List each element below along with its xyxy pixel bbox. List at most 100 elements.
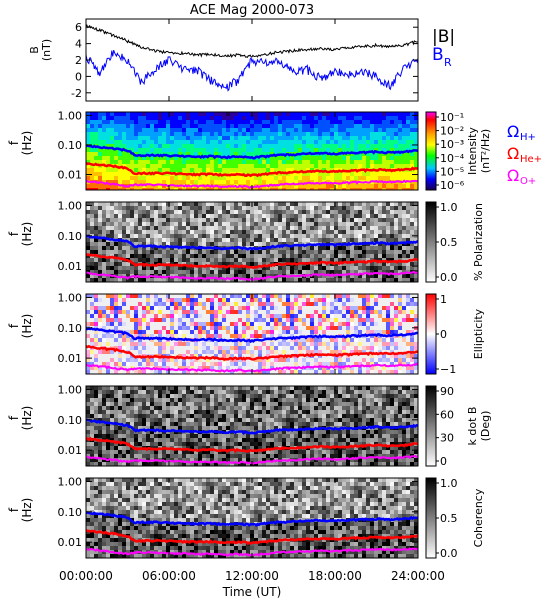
time-tick-label: 00:00:00	[59, 569, 113, 583]
intensity-panel: 1.00 0.10 0.01 f (Hz) 10⁻¹10⁻²10⁻³10⁻⁴10⁻⁵10⁻…	[7, 109, 492, 192]
ellipticity-colorbar-label: Ellipticity	[472, 308, 485, 359]
f-ytick-label: 1.00	[58, 109, 83, 122]
colorbar-tick-label: 0	[440, 455, 447, 468]
ellipticity-colorbar	[425, 293, 437, 375]
f-ytick-label: 0.10	[58, 414, 83, 427]
colorbar-tick-label: 0.5	[440, 236, 458, 249]
coherency-yunit: (Hz)	[20, 498, 34, 523]
polarization-colorbar-label: % Polarization	[472, 203, 485, 281]
colorbar-tick-label: 90	[440, 385, 454, 398]
colorbar-tick-label: −1	[440, 363, 456, 376]
he-plus-gyrofrequency-line	[86, 253, 418, 270]
f-ytick-label: 0.10	[58, 139, 83, 152]
b-ytick-label: -2	[71, 87, 82, 100]
f-ytick-label: 1.00	[58, 199, 83, 212]
colorbar-tick-label: 10⁻⁴	[440, 152, 465, 165]
f-ytick-label: 0.10	[58, 230, 83, 243]
ellipticity-panel: 1.00 0.10 0.01 f (Hz) 1 0 −1 Ellipticity	[7, 291, 485, 376]
f-ytick-label: 0.10	[58, 506, 83, 519]
kdotb-colorbar	[425, 385, 437, 467]
time-tick-label: 24:00:00	[391, 569, 445, 583]
kdotb-spectrogram	[86, 386, 418, 466]
polarization-ylabel: f	[7, 231, 21, 236]
gyro-label-subscript: H+	[520, 132, 536, 143]
h-plus-gyrofrequency-line	[86, 234, 418, 251]
br-series-line	[86, 50, 418, 92]
f-ytick-label: 1.00	[58, 383, 83, 396]
he-plus-gyrofrequency-line	[86, 529, 418, 546]
ellipticity-spectrogram	[86, 294, 418, 374]
ellipticity-ylabel: f	[7, 323, 21, 328]
kdotb-colorbar-unit: (Deg)	[479, 411, 492, 442]
legend-abs-b: |B|	[432, 27, 455, 47]
gyro-label-omega: Ω	[507, 144, 519, 163]
colorbar-tick-label: 30	[440, 432, 454, 445]
kdotb-ylabel: f	[7, 415, 21, 420]
time-axis: Time (UT) 00:00:00 06:00:00 12:00:00 18:00:…	[59, 19, 445, 599]
he-plus-gyrofrequency-line	[86, 161, 418, 178]
f-ytick-label: 0.01	[58, 169, 83, 182]
colorbar-tick-label: 1.0	[440, 477, 458, 490]
he-plus-gyrofrequency-line	[86, 344, 418, 361]
time-tick-label: 06:00:00	[142, 569, 196, 583]
intensity-colorbar-label: Intensity	[466, 127, 479, 175]
kdotb-colorbar-label: k dot B	[466, 407, 479, 446]
gyro-label-subscript: He+	[520, 154, 542, 165]
colorbar-tick-label: 0.0	[440, 547, 458, 560]
kdotb-yunit: (Hz)	[20, 406, 34, 431]
intensity-spectrogram	[86, 112, 418, 190]
f-ytick-label: 0.01	[58, 444, 83, 457]
b-yunit: (nT)	[40, 39, 53, 61]
ellipticity-yunit: (Hz)	[20, 314, 34, 339]
colorbar-tick-label: 0	[440, 328, 447, 341]
colorbar-tick-label: 10⁻⁶	[440, 179, 465, 192]
f-ytick-label: 1.00	[58, 291, 83, 304]
colorbar-tick-label: 10⁻¹	[440, 111, 464, 124]
b-ytick-label: 6	[75, 21, 82, 34]
intensity-ylabel: f	[7, 140, 21, 145]
coherency-ylabel: f	[7, 507, 21, 512]
polarization-spectrogram	[86, 202, 418, 282]
b-ytick-label: 2	[75, 54, 82, 67]
h-plus-gyrofrequency-line	[86, 511, 418, 527]
h-plus-gyrofrequency-line	[86, 327, 418, 344]
coherency-colorbar	[425, 477, 437, 559]
colorbar-tick-label: 10⁻⁵	[440, 165, 464, 178]
b-ylabel: B	[28, 46, 41, 54]
f-ytick-label: 0.01	[58, 536, 83, 549]
he-plus-gyrofrequency-line	[86, 436, 418, 454]
h-plus-gyrofrequency-line	[86, 418, 418, 435]
legend-br: B	[432, 45, 444, 65]
kdotb-panel: 1.00 0.10 0.01 f (Hz) 90 60 30 0 k dot B (Deg)	[7, 383, 492, 468]
coherency-spectrogram	[86, 478, 418, 558]
polarization-panel: 1.00 0.10 0.01 f (Hz) 1.0 0.5 0.0 % Polarization	[7, 199, 485, 284]
colorbar-tick-label: 10⁻²	[440, 125, 464, 138]
colorbar-tick-label: 1	[440, 293, 447, 306]
f-ytick-label: 0.01	[58, 352, 83, 365]
polarization-yunit: (Hz)	[20, 222, 34, 247]
b-ytick-label: 4	[75, 38, 82, 51]
gyro-label-omega: Ω	[507, 122, 519, 141]
abs-b-series-line	[86, 24, 418, 59]
legend-br-subscript: R	[444, 56, 452, 69]
intensity-yunit: (Hz)	[20, 131, 34, 156]
f-ytick-label: 0.10	[58, 322, 83, 335]
gyro-label-subscript: O+	[520, 176, 536, 187]
f-ytick-label: 1.00	[58, 475, 83, 488]
polarization-colorbar	[425, 201, 437, 283]
colorbar-tick-label: 1.0	[440, 201, 458, 214]
intensity-colorbar-unit: (nT²/Hz)	[479, 129, 492, 173]
coherency-colorbar-label: Coherency	[472, 488, 485, 547]
b-ytick-label: 0	[75, 70, 82, 83]
coherency-panel: 1.00 0.10 0.01 f (Hz) 1.0 0.5 0.0 Coherency	[7, 475, 485, 560]
colorbar-tick-label: 10⁻³	[440, 138, 464, 151]
f-ytick-label: 0.01	[58, 260, 83, 273]
figure-title: ACE Mag 2000-073	[190, 3, 314, 18]
colorbar-tick-label: 0.5	[440, 512, 458, 525]
gyro-label-omega: Ω	[507, 166, 519, 185]
intensity-colorbar	[425, 111, 437, 191]
colorbar-tick-label: 60	[440, 408, 454, 421]
